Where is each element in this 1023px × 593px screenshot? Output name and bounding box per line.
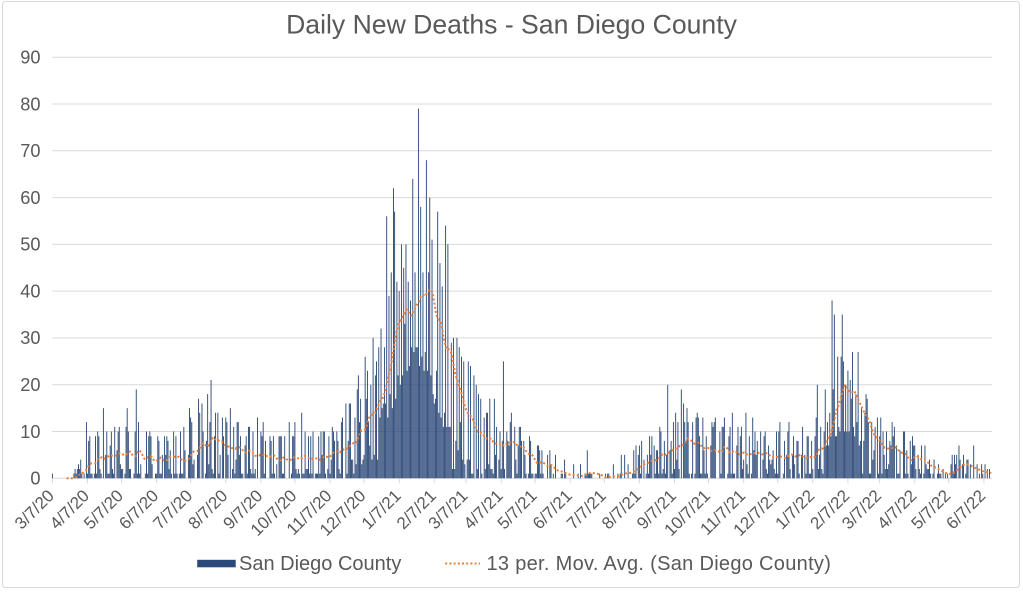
svg-text:80: 80	[20, 94, 40, 114]
svg-text:Daily New Deaths - San Diego C: Daily New Deaths - San Diego County	[286, 10, 738, 40]
svg-text:30: 30	[20, 328, 40, 348]
svg-text:90: 90	[20, 48, 40, 68]
svg-text:20: 20	[20, 375, 40, 395]
svg-text:San Diego County: San Diego County	[239, 553, 401, 575]
svg-text:10: 10	[20, 422, 40, 442]
svg-text:50: 50	[20, 235, 40, 255]
svg-text:13 per. Mov. Avg. (San Diego C: 13 per. Mov. Avg. (San Diego County)	[487, 553, 832, 575]
svg-text:0: 0	[30, 469, 40, 489]
svg-text:40: 40	[20, 281, 40, 301]
svg-text:60: 60	[20, 188, 40, 208]
svg-text:70: 70	[20, 141, 40, 161]
